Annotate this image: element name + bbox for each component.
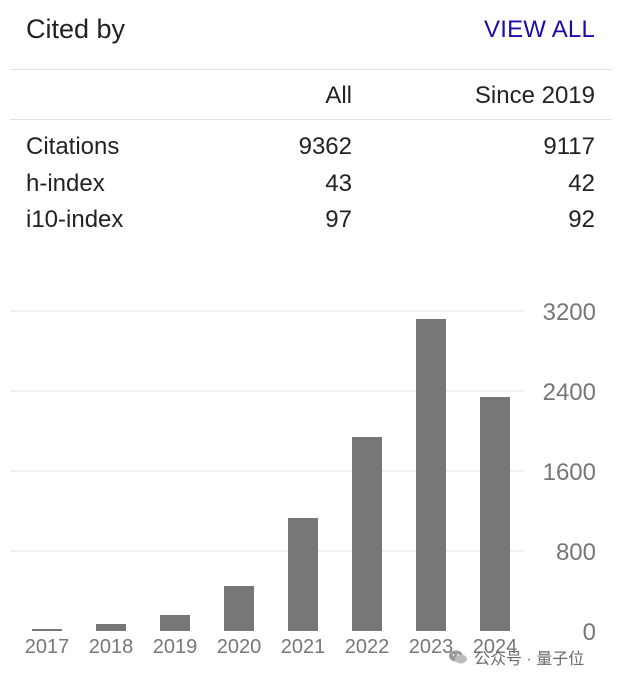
i10-index-all-value: 97 (325, 206, 352, 233)
bar-2020[interactable] (224, 586, 254, 631)
header-divider (10, 69, 612, 70)
y-tick-label: 2400 (543, 379, 596, 406)
watermark-text: 公众号 · 量子位 (474, 651, 585, 668)
watermark: 公众号 · 量子位 (448, 645, 584, 669)
column-header-all: All (325, 82, 352, 109)
bar-2018[interactable] (96, 624, 126, 631)
citations-all-value: 9362 (298, 133, 352, 160)
bar-2022[interactable] (352, 437, 382, 631)
bar-2023[interactable] (416, 319, 446, 631)
bar-2021[interactable] (288, 518, 318, 631)
y-tick-label: 1600 (543, 459, 596, 486)
row-label-h-index: h-index (26, 170, 105, 197)
x-tick-label: 2021 (281, 636, 326, 658)
y-tick-label: 3200 (543, 299, 596, 326)
bar-2019[interactable] (160, 615, 190, 631)
x-tick-label: 2018 (89, 636, 134, 658)
x-tick-label: 2017 (25, 636, 70, 658)
i10-index-since-value: 92 (568, 206, 595, 233)
h-index-since-value: 42 (568, 170, 595, 197)
wechat-icon (449, 650, 467, 664)
column-header-since-2019: Since 2019 (474, 82, 595, 109)
citations-per-year-chart: 0 800 1600 2400 3200 2017 2018 2019 2020 2021 2022… (10, 299, 596, 658)
table-divider (10, 119, 612, 120)
x-tick-label: 2022 (345, 636, 390, 658)
cited-by-title: Cited by (26, 14, 126, 44)
citations-since-value: 9117 (543, 133, 595, 160)
y-tick-label: 0 (583, 619, 596, 646)
x-tick-label: 2019 (153, 636, 198, 658)
bar-2017[interactable] (32, 629, 62, 631)
y-tick-label: 800 (556, 539, 596, 566)
x-tick-label: 2024 (473, 636, 518, 658)
bar-2024[interactable] (480, 397, 510, 631)
row-label-citations: Citations (26, 133, 120, 160)
h-index-all-value: 43 (325, 170, 352, 197)
x-tick-label: 2023 (409, 636, 454, 658)
view-all-link[interactable]: VIEW ALL (484, 16, 595, 43)
x-tick-label: 2020 (217, 636, 262, 658)
row-label-i10-index: i10-index (26, 206, 124, 233)
cited-by-header: Cited by VIEW ALL (0, 0, 620, 68)
